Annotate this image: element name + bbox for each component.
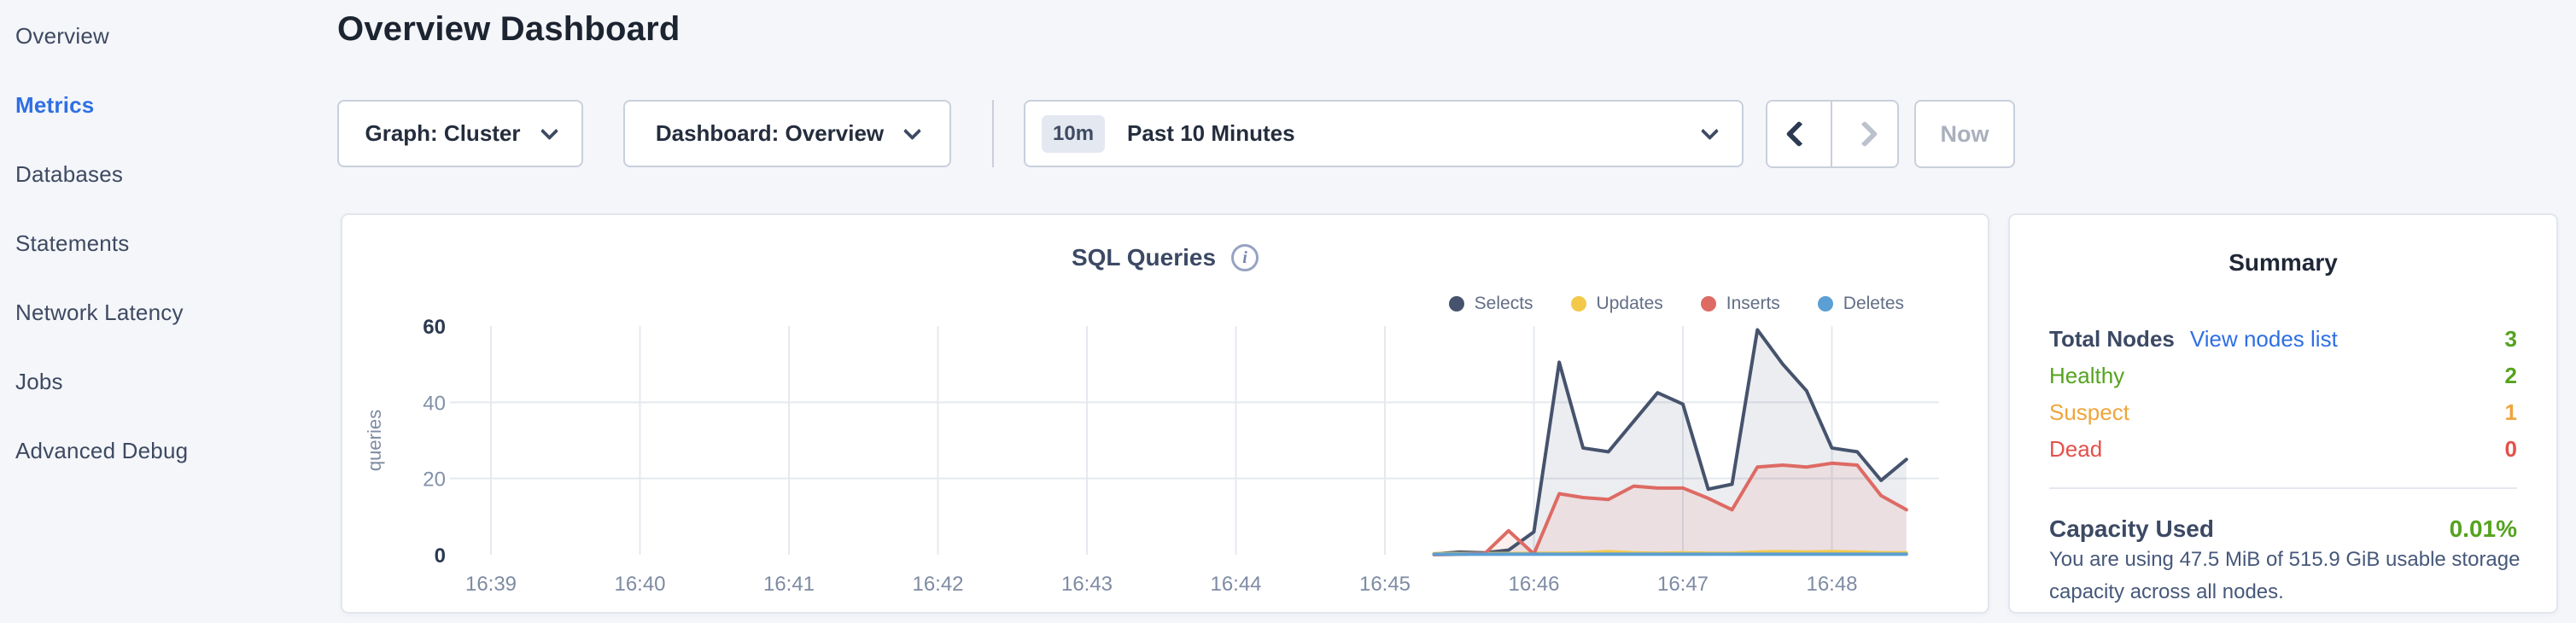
sidebar: Overview Metrics Databases Statements Networ…: [0, 0, 333, 623]
series-line-inserts: [1432, 461, 1908, 556]
legend-dot-deletes: [1817, 296, 1833, 312]
summary-row-total-nodes: Total Nodes View nodes list 3: [2049, 321, 2517, 358]
summary-row-label: Healthy: [2049, 363, 2125, 388]
summary-card: [2008, 213, 2558, 614]
page-title: Overview Dashboard: [337, 10, 681, 48]
info-icon[interactable]: i: [1231, 244, 1259, 271]
summary-row-label: Dead: [2049, 436, 2103, 462]
x-tick-label: 16:43: [1061, 573, 1113, 596]
legend-dot-updates: [1570, 296, 1586, 312]
sql-queries-plot: 0 20 40 60 16:39 16:40 16:41 16:42 16:43 16:44 16:…: [364, 316, 1939, 596]
summary-row-label: Total Nodes: [2049, 326, 2175, 352]
legend-label: Selects: [1474, 294, 1533, 313]
sidebar-item-network-latency[interactable]: Network Latency: [15, 300, 184, 325]
time-next-button[interactable]: [1832, 102, 1897, 166]
x-tick-label: 16:41: [763, 573, 815, 596]
summary-title: Summary: [2228, 249, 2338, 276]
capacity-used-label: Capacity Used: [2049, 515, 2214, 542]
chevron-right-icon: [1851, 120, 1878, 148]
summary-divider: [2049, 487, 2517, 489]
legend-item-selects: Selects: [1448, 294, 1533, 314]
chart-legend: Selects Updates Inserts Deletes: [1448, 294, 1904, 314]
graph-select-label: Graph: Cluster: [365, 120, 521, 146]
chevron-down-icon: [1700, 122, 1720, 141]
time-range-dropdown[interactable]: 10m Past 10 Minutes: [1024, 100, 1744, 167]
x-tick-label: 16:48: [1806, 573, 1857, 596]
series-area-inserts: [1434, 463, 1907, 555]
capacity-used-value: 0.01%: [2449, 515, 2517, 542]
legend-item-inserts: Inserts: [1700, 294, 1780, 314]
legend-dot-inserts: [1700, 296, 1716, 312]
y-tick-label: 20: [423, 469, 446, 492]
now-button[interactable]: Now: [1914, 100, 2015, 168]
summary-row-value: 1: [2504, 399, 2517, 425]
toolbar-divider: [992, 100, 994, 167]
legend-label: Updates: [1596, 294, 1663, 313]
series-line-selects: [1432, 328, 1908, 556]
legend-label: Deletes: [1843, 294, 1904, 313]
sidebar-item-jobs[interactable]: Jobs: [15, 369, 63, 394]
view-nodes-list-link[interactable]: View nodes list: [2189, 326, 2338, 352]
summary-row-value: 0: [2504, 436, 2517, 462]
sidebar-item-overview[interactable]: Overview: [15, 23, 109, 49]
y-axis-label: queries: [364, 410, 385, 471]
legend-item-updates: Updates: [1570, 294, 1663, 314]
summary-row-label: Suspect: [2049, 399, 2129, 425]
chevron-down-icon: [903, 122, 922, 141]
x-tick-label: 16:40: [614, 573, 665, 596]
time-window-nav: [1766, 100, 1899, 168]
time-range-badge: 10m: [1042, 114, 1106, 153]
time-prev-button[interactable]: [1767, 102, 1832, 166]
summary-row-healthy: Healthy 2: [2049, 358, 2517, 394]
x-tick-label: 16:46: [1508, 573, 1559, 596]
summary-row-suspect: Suspect 1: [2049, 394, 2517, 431]
time-range-label: Past 10 Minutes: [1127, 120, 1295, 146]
summary-row-value: 3: [2504, 326, 2517, 352]
sidebar-item-metrics[interactable]: Metrics: [15, 92, 95, 118]
x-tick-label: 16:42: [912, 573, 963, 596]
legend-item-deletes: Deletes: [1817, 294, 1904, 314]
legend-dot-selects: [1448, 296, 1464, 312]
y-tick-label: 0: [435, 544, 446, 568]
x-tick-label: 16:45: [1359, 573, 1411, 596]
sql-queries-chart-card: SQL Queries i Selects Updates Inserts Delet…: [341, 213, 1989, 614]
y-tick-label: 40: [423, 392, 446, 415]
capacity-used-description: You are using 47.5 MiB of 515.9 GiB usab…: [2049, 548, 2521, 603]
summary-rows: Total Nodes View nodes list 3 Healthy 2 Suspe…: [2049, 321, 2517, 468]
x-tick-label: 16:39: [465, 573, 517, 596]
dashboard-select-dropdown[interactable]: Dashboard: Overview: [623, 100, 951, 167]
x-tick-label: 16:47: [1657, 573, 1709, 596]
summary-row-dead: Dead 0: [2049, 431, 2517, 468]
chevron-down-icon: [540, 122, 558, 141]
x-tick-label: 16:44: [1210, 573, 1261, 596]
legend-label: Inserts: [1726, 294, 1780, 313]
graph-select-dropdown[interactable]: Graph: Cluster: [337, 100, 583, 167]
series-area-selects: [1434, 329, 1907, 555]
summary-row-value: 2: [2504, 363, 2517, 388]
y-tick-label: 60: [423, 316, 446, 339]
dashboard-select-label: Dashboard: Overview: [655, 120, 885, 146]
sidebar-item-statements[interactable]: Statements: [15, 230, 130, 256]
sidebar-item-databases[interactable]: Databases: [15, 161, 124, 187]
sidebar-item-advanced-debug[interactable]: Advanced Debug: [15, 438, 189, 463]
chart-title: SQL Queries: [1071, 244, 1217, 271]
chevron-left-icon: [1785, 120, 1813, 148]
